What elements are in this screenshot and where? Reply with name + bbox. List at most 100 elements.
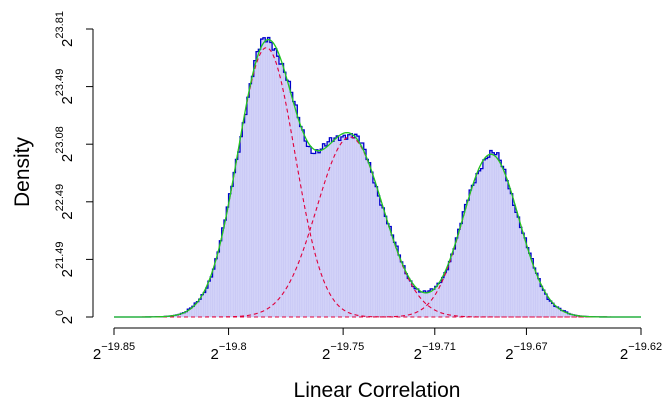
histogram-bar — [230, 186, 234, 318]
x-tick-label: 2−19.8 — [210, 341, 246, 363]
histogram-bar — [514, 212, 518, 318]
y-tick-label: 20 — [54, 310, 76, 324]
histogram-bar — [473, 182, 477, 318]
y-ticks: 20 221.49 222.49 223.08 223.49 223.81 — [54, 11, 93, 324]
histogram-bar — [235, 159, 238, 318]
histogram-bar — [223, 219, 227, 318]
histogram-bar — [391, 234, 394, 318]
histogram-bar — [331, 141, 335, 318]
histogram-bar — [249, 83, 252, 318]
histogram-bar — [372, 182, 376, 318]
x-axis-title: Linear Correlation — [294, 379, 461, 402]
histogram-bar — [512, 205, 516, 318]
histogram-bar — [489, 150, 493, 318]
histogram-bar — [267, 37, 270, 318]
histogram-bar — [491, 152, 495, 318]
histogram-bar — [507, 188, 511, 318]
histogram-bar — [297, 117, 300, 318]
histogram-bar — [510, 193, 513, 318]
x-tick-label: 2−19.62 — [620, 341, 662, 363]
histogram-bar — [386, 223, 390, 318]
histogram-bar — [352, 137, 355, 318]
histogram-bar — [528, 253, 532, 318]
histogram-bar — [379, 204, 383, 318]
histogram-bar — [446, 269, 449, 318]
histogram-bar — [368, 162, 371, 318]
histogram-bar — [464, 204, 468, 318]
histogram-bar — [290, 92, 293, 318]
histogram-bar — [216, 251, 220, 318]
histogram-bar — [407, 278, 410, 318]
histogram-bar — [271, 49, 275, 318]
histogram-bar — [395, 245, 399, 318]
histogram-bar — [519, 227, 523, 318]
histogram-bar — [239, 136, 243, 318]
histogram-bar — [276, 56, 280, 318]
histogram-bar — [274, 48, 277, 318]
histogram-bar — [253, 60, 257, 318]
histogram-bar — [308, 146, 312, 318]
histogram-bar — [306, 146, 309, 318]
histogram-bar — [322, 143, 325, 318]
histogram-bar — [333, 137, 337, 318]
histogram-bar — [404, 273, 408, 318]
histogram-bar — [455, 237, 458, 318]
histogram-bar — [315, 149, 319, 318]
histogram-bar — [501, 166, 504, 318]
histogram-bar — [466, 200, 470, 318]
histogram-bar — [345, 139, 348, 318]
histogram-bar — [388, 226, 392, 318]
histogram-bar — [304, 140, 307, 318]
histogram-bar — [262, 37, 266, 318]
histogram-bar — [478, 170, 481, 318]
histogram-bar — [540, 286, 543, 318]
histogram-bar — [265, 41, 268, 318]
histogram-bar — [487, 157, 490, 318]
histogram-bar — [361, 142, 364, 318]
y-tick-label: 223.49 — [54, 69, 76, 105]
histogram-bar — [505, 180, 509, 318]
histogram-bar — [251, 76, 254, 318]
x-tick-label: 2−19.75 — [322, 341, 364, 363]
histogram-bar — [246, 97, 250, 318]
histogram-bar — [278, 63, 282, 318]
histogram-bar — [242, 122, 245, 318]
histogram-bar — [320, 148, 323, 318]
histogram-bar — [432, 289, 435, 318]
y-axis: 20 221.49 222.49 223.08 223.49 223.81 — [54, 11, 94, 324]
histogram-bar — [310, 153, 314, 318]
x-tick-label: 2−19.85 — [93, 341, 135, 363]
histogram-bar — [423, 290, 426, 318]
x-ticks: 2−19.85 2−19.8 2−19.75 2−19.71 2−19.67 2−19.6… — [93, 328, 662, 363]
mixture-fit-line — [114, 38, 641, 318]
histogram-bar — [210, 276, 213, 318]
histogram-bar — [329, 137, 332, 318]
y-axis-title: Density — [11, 136, 34, 207]
histogram-bar — [281, 63, 284, 318]
histogram-bar — [347, 134, 351, 318]
histogram-bar — [496, 152, 500, 318]
histogram-bar — [420, 291, 424, 318]
histogram-bar — [301, 129, 305, 318]
histogram-bar — [462, 211, 465, 318]
histogram-bar — [485, 158, 488, 318]
x-tick-label: 2−19.67 — [505, 341, 547, 363]
histogram-bar — [338, 140, 342, 318]
histogram-bar — [468, 189, 472, 318]
histogram-bar — [494, 154, 497, 318]
y-tick-label: 223.08 — [54, 126, 76, 162]
histogram-bar — [377, 195, 380, 318]
histogram-bar — [381, 207, 385, 318]
histogram-bar — [480, 168, 484, 318]
histogram-bar — [397, 254, 401, 318]
histogram-bar — [475, 173, 479, 318]
y-tick-label: 223.81 — [54, 11, 76, 47]
histogram-bar — [443, 272, 447, 318]
histogram-bar — [226, 206, 229, 318]
histogram-bar — [260, 38, 264, 318]
histogram-bar — [498, 160, 502, 318]
histogram-bar — [237, 151, 241, 318]
histogram-bar — [292, 101, 296, 318]
histogram-bar — [533, 267, 536, 318]
histogram-bar — [430, 288, 433, 318]
